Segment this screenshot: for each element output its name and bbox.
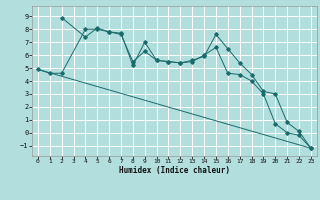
X-axis label: Humidex (Indice chaleur): Humidex (Indice chaleur): [119, 166, 230, 175]
